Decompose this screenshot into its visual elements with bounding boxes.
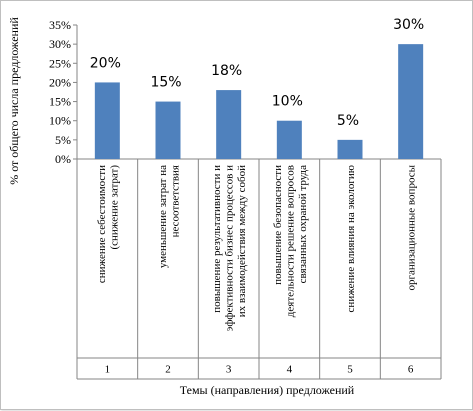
category-label: эффективности бизнес процессов и <box>224 165 236 331</box>
category-label: связанных охраной труда <box>297 165 309 283</box>
y-tick-label: 10% <box>49 114 71 128</box>
category-label: уменьшение затрат на <box>157 165 169 268</box>
category-number: 2 <box>165 364 171 376</box>
category-number: 3 <box>226 364 232 376</box>
data-label: 20% <box>90 55 121 71</box>
bar <box>94 82 120 159</box>
bar <box>398 44 424 160</box>
data-label: 30% <box>393 17 424 33</box>
category-number: 4 <box>287 364 293 376</box>
y-tick-label: 5% <box>55 133 71 147</box>
y-tick-label: 35% <box>49 18 71 32</box>
y-tick-label: 0% <box>55 152 71 166</box>
category-label: повышение результативности и <box>211 165 223 313</box>
data-label: 15% <box>150 75 181 91</box>
category-label: снижение влияния на экологию <box>345 165 357 312</box>
y-tick-label: 15% <box>49 95 71 109</box>
category-label: (снижение затрат) <box>109 165 121 250</box>
category-number: 1 <box>105 364 111 376</box>
category-number: 5 <box>347 364 353 376</box>
bar <box>337 139 363 159</box>
y-tick-label: 30% <box>49 37 71 51</box>
bar <box>216 90 242 159</box>
y-tick-label: 25% <box>49 56 71 70</box>
data-label: 5% <box>337 113 359 129</box>
category-label: снижение себестоимости <box>96 165 108 283</box>
category-number: 6 <box>408 364 414 376</box>
category-label: организационные вопросы <box>406 164 418 290</box>
category-label: повышение безопасности <box>272 165 284 285</box>
category-label: несоответствия <box>169 165 181 237</box>
x-axis-label: Темы (направления) предложений <box>180 383 355 397</box>
y-tick-label: 20% <box>49 75 71 89</box>
y-axis-label: % от общего числа предложений <box>7 17 21 185</box>
bar <box>276 120 302 159</box>
data-label: 10% <box>272 94 303 110</box>
category-label: их взаимодействия между собой <box>236 165 248 317</box>
bar <box>155 101 181 159</box>
data-label: 18% <box>211 63 242 79</box>
category-label: деятельности решение вопросов <box>284 165 296 317</box>
